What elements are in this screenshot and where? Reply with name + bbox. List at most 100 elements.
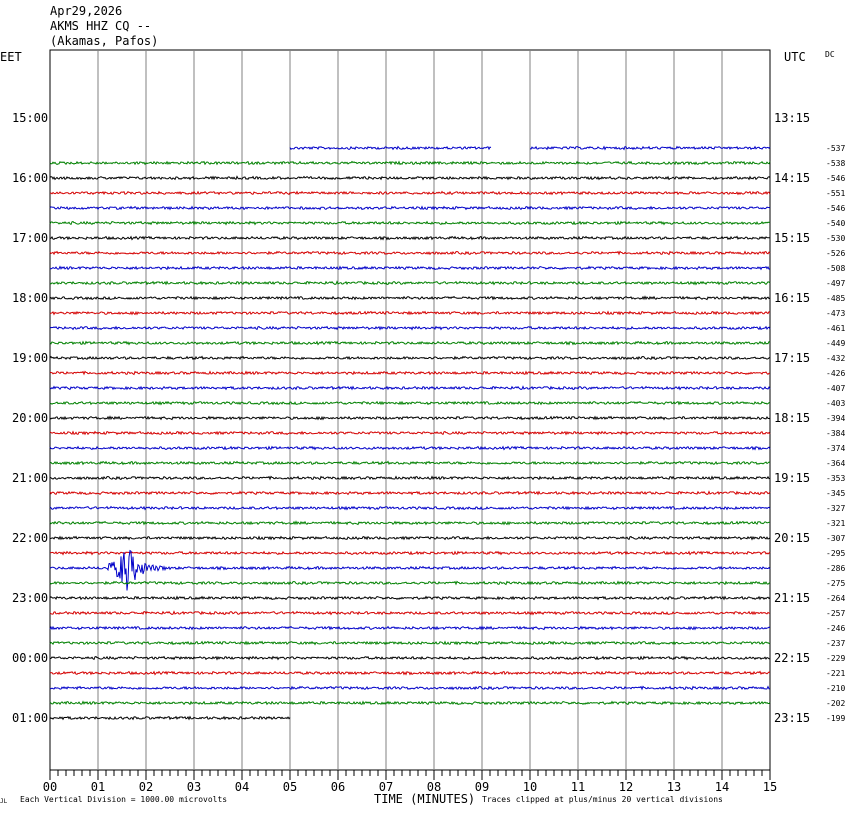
dc-value: -473 (826, 309, 845, 318)
hour-label-right: 15:15 (774, 231, 810, 245)
hour-label-left: 01:00 (12, 711, 48, 725)
seismic-trace (49, 160, 771, 166)
hour-label-left: 00:00 (12, 651, 48, 665)
x-axis-tick-labels: 00 01 02 03 04 05 06 07 08 09 10 11 12 13 14 15 (43, 780, 777, 794)
dc-value: -307 (826, 534, 845, 543)
hour-label-left: 15:00 (12, 111, 48, 125)
dc-value: -546 (826, 204, 845, 213)
hour-label-left: 23:00 (12, 591, 48, 605)
dc-label: DC (825, 50, 835, 59)
hour-label-right: 14:15 (774, 171, 810, 185)
x-tick-label: 02 (139, 780, 153, 794)
seismic-trace (49, 280, 771, 286)
x-tick-label: 12 (619, 780, 633, 794)
seismic-trace (49, 475, 771, 481)
dc-value: -353 (826, 474, 845, 483)
dc-value: -426 (826, 369, 845, 378)
dc-value: -295 (826, 549, 845, 558)
dc-value: -461 (826, 324, 845, 333)
footer-vertical-division: Each Vertical Division = 1000.00 microvo… (20, 795, 227, 804)
seismic-trace (49, 340, 771, 346)
dc-value: -246 (826, 624, 845, 633)
dc-value: -537 (826, 144, 845, 153)
x-tick-label: 01 (91, 780, 105, 794)
seismic-trace (49, 625, 771, 631)
dc-value: -221 (826, 669, 845, 678)
seismic-trace (49, 205, 771, 211)
dc-value: -384 (826, 429, 845, 438)
chart-header: Apr29,2026 AKMS HHZ CQ -- (Akamas, Pafos… (50, 4, 158, 48)
dc-value: -449 (826, 339, 845, 348)
dc-value: -538 (826, 159, 845, 168)
hour-label-right: 23:15 (774, 711, 810, 725)
x-tick-label: 09 (475, 780, 489, 794)
x-tick-label: 03 (187, 780, 201, 794)
dc-value: -551 (826, 189, 845, 198)
dc-value: -229 (826, 654, 845, 663)
x-tick-label: 10 (523, 780, 537, 794)
dc-value: -530 (826, 234, 845, 243)
x-tick-label: 14 (715, 780, 729, 794)
hour-label-right: 21:15 (774, 591, 810, 605)
footer-clipping-note: Traces clipped at plus/minus 20 vertical… (482, 795, 723, 804)
dc-value: -202 (826, 699, 845, 708)
hour-label-right: 19:15 (774, 471, 810, 485)
hour-label-left: 17:00 (12, 231, 48, 245)
seismic-trace (49, 535, 771, 541)
dc-value: -257 (826, 609, 845, 618)
dc-value: -321 (826, 519, 845, 528)
dc-value: -327 (826, 504, 845, 513)
hour-label-left: 16:00 (12, 171, 48, 185)
dc-value: -210 (826, 684, 845, 693)
hour-label-right: 20:15 (774, 531, 810, 545)
seismic-trace (49, 549, 771, 591)
seismic-trace (49, 670, 771, 676)
seismic-trace (49, 595, 771, 601)
right-zone-label: UTC (784, 50, 806, 64)
dc-value: -345 (826, 489, 845, 498)
seismic-trace (49, 265, 770, 271)
dc-value: -508 (826, 264, 845, 273)
dc-value: -394 (826, 414, 845, 423)
hour-labels-left: 15:00 16:00 17:00 18:00 19:00 20:00 21:00 22:00… (12, 111, 48, 725)
seismic-trace (49, 445, 771, 451)
dc-value: -374 (826, 444, 845, 453)
seismic-trace (49, 490, 771, 496)
seismic-trace (49, 370, 770, 376)
corner-mark: JL (0, 798, 8, 805)
hour-label-right: 17:15 (774, 351, 810, 365)
x-tick-label: 07 (379, 780, 393, 794)
seismic-traces (49, 145, 771, 721)
x-tick-label: 06 (331, 780, 345, 794)
seismic-trace (49, 310, 771, 316)
hour-label-right: 22:15 (774, 651, 810, 665)
seismic-trace (49, 190, 771, 196)
seismic-trace (49, 430, 771, 436)
seismic-trace (49, 250, 771, 256)
x-axis-title: TIME (MINUTES) (374, 792, 475, 806)
header-location: (Akamas, Pafos) (50, 34, 158, 48)
dc-value: -546 (826, 174, 845, 183)
seismic-trace (49, 715, 291, 721)
x-tick-label: 04 (235, 780, 249, 794)
dc-offset-values: -537 -538 -546 -551 -546 -540 -530 -526 -508 -497… (826, 144, 845, 723)
seismic-trace (49, 520, 771, 526)
dc-value: -275 (826, 579, 845, 588)
hour-label-left: 21:00 (12, 471, 48, 485)
seismic-trace (49, 460, 771, 466)
hour-label-left: 22:00 (12, 531, 48, 545)
seismic-trace (49, 355, 771, 361)
dc-value: -286 (826, 564, 845, 573)
x-tick-label: 11 (571, 780, 585, 794)
x-tick-label: 15 (763, 780, 777, 794)
dc-value: -432 (826, 354, 845, 363)
seismic-trace (49, 700, 771, 706)
seismic-trace (49, 385, 771, 391)
hour-label-right: 18:15 (774, 411, 810, 425)
seismic-trace (49, 235, 771, 241)
dc-value: -407 (826, 384, 845, 393)
dc-value: -540 (826, 219, 845, 228)
seismic-trace (49, 580, 771, 586)
dc-value: -237 (826, 639, 845, 648)
